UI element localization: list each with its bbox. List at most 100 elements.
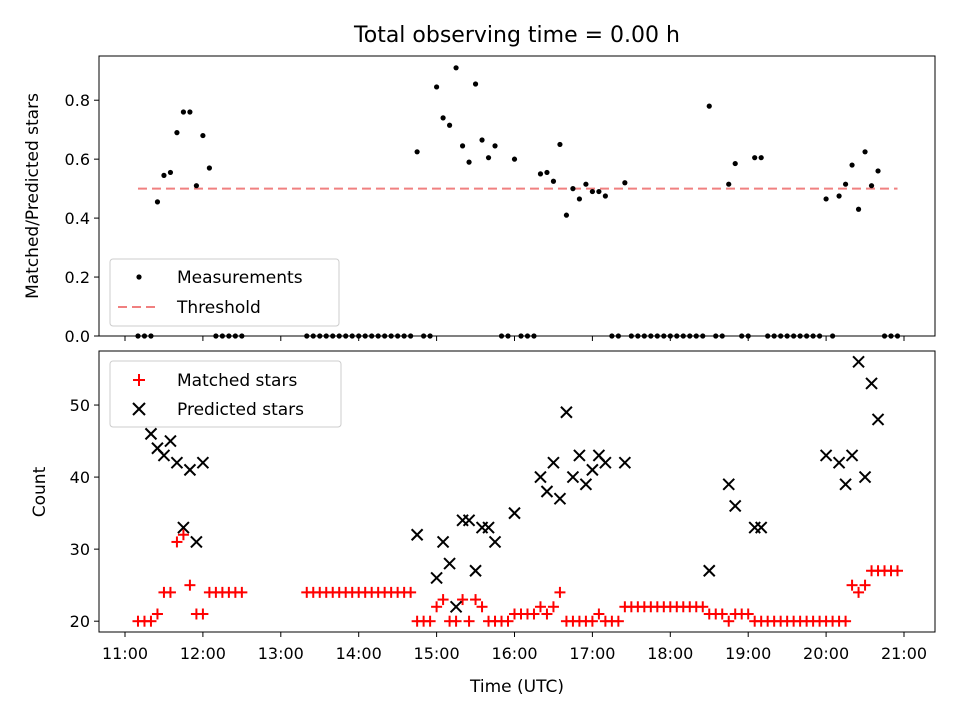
predicted-point — [170, 456, 184, 469]
matched-point — [723, 615, 735, 627]
x-axis-label: Time (UTC) — [469, 677, 564, 697]
x-tick-label: 19:00 — [725, 644, 771, 663]
measurement-point — [881, 333, 888, 339]
bottom-y-ticks: 20 30 40 50 — [70, 396, 99, 631]
measurement-point — [518, 333, 524, 339]
predicted-point — [729, 499, 742, 513]
predicted-point — [858, 470, 872, 484]
predicted-point — [190, 535, 203, 549]
x-tick-label: 12:00 — [180, 644, 226, 663]
matched-point — [171, 536, 183, 548]
matched-point — [177, 529, 189, 541]
predicted-point — [599, 456, 612, 469]
matched-point — [476, 601, 488, 613]
matched-point — [840, 615, 852, 627]
predicted-point — [618, 456, 632, 469]
measurement-points — [135, 65, 901, 339]
x-tick-label: 17:00 — [569, 644, 615, 663]
measurement-point — [141, 333, 148, 339]
measurement-point — [193, 183, 200, 189]
predicted-point — [547, 456, 560, 469]
measurement-point — [823, 196, 829, 202]
measurement-point — [855, 206, 862, 212]
legend-threshold-label: Threshold — [176, 298, 261, 318]
bottom-plot-frame — [98, 350, 936, 633]
matched-point — [424, 615, 436, 627]
measurement-point — [232, 333, 238, 339]
top-panel: 0.00.20.40.60.8 Matched/Predicted stars … — [23, 55, 936, 346]
predicted-point — [703, 564, 716, 577]
measurement-point — [726, 181, 732, 187]
matched-point — [554, 586, 566, 598]
matched-point — [846, 579, 858, 591]
legend-predicted-marker — [132, 402, 146, 416]
predicted-point — [566, 470, 580, 484]
predicted-point — [722, 478, 735, 491]
measurement-point — [719, 333, 725, 339]
predicted-point — [832, 456, 846, 469]
top-y-tick-label: 0.2 — [65, 268, 90, 287]
measurement-point — [226, 333, 232, 339]
top-y-axis-label: Matched/Predicted stars — [23, 93, 43, 299]
matched-point — [534, 601, 546, 613]
matched-point — [164, 586, 176, 598]
measurement-point — [479, 137, 485, 143]
measurement-point — [829, 333, 836, 339]
measurement-point — [706, 103, 712, 109]
measurement-point — [752, 155, 758, 161]
measurement-point — [875, 168, 881, 174]
measurement-point — [544, 169, 550, 176]
predicted-points — [144, 355, 885, 613]
measurement-point — [739, 333, 745, 339]
measurement-point — [583, 181, 589, 187]
measurement-point — [576, 196, 583, 202]
measurement-point — [868, 183, 875, 189]
measurement-point — [317, 333, 323, 339]
matched-point — [197, 608, 209, 620]
bottom-y-axis-label: Count — [30, 466, 50, 517]
matched-point — [431, 601, 443, 613]
matched-point — [470, 594, 482, 606]
predicted-point — [508, 506, 521, 520]
measurement-point — [485, 155, 492, 161]
measurement-point — [154, 199, 161, 205]
predicted-point — [436, 535, 450, 549]
matched-point — [892, 565, 904, 577]
matched-point — [502, 615, 514, 627]
predicted-point — [540, 485, 554, 498]
measurement-point — [492, 143, 498, 149]
x-tick-label: 15:00 — [414, 644, 460, 663]
matched-point — [716, 608, 728, 620]
top-y-tick-label: 0.4 — [65, 209, 90, 228]
measurement-point — [563, 212, 570, 218]
measurement-point — [304, 333, 310, 339]
bottom-y-tick-label: 30 — [70, 540, 90, 559]
measurement-point — [797, 333, 803, 339]
measurement-point — [440, 115, 446, 121]
x-tick-label: 20:00 — [803, 644, 849, 663]
measurement-point — [375, 333, 381, 339]
predicted-point — [845, 449, 859, 462]
measurement-point — [609, 333, 615, 339]
measurement-point — [713, 333, 719, 339]
measurement-point — [765, 333, 771, 339]
measurement-point — [427, 333, 433, 339]
matched-point — [437, 594, 449, 606]
matched-point — [697, 601, 709, 613]
legend-matched-marker — [133, 374, 145, 386]
matched-point — [541, 608, 553, 620]
measurement-point — [784, 333, 790, 339]
x-tick-label: 13:00 — [258, 644, 304, 663]
bottom-x-ticks: 11:00 12:00 13:00 14:00 15:00 16:00 17:00 18:00… — [102, 632, 927, 663]
measurement-point — [161, 172, 167, 178]
matched-point — [859, 579, 871, 591]
measurement-point — [369, 333, 375, 339]
predicted-point — [839, 478, 852, 491]
measurement-point — [894, 333, 901, 339]
predicted-point — [754, 521, 768, 534]
measurement-point — [434, 84, 440, 90]
predicted-point — [449, 600, 463, 613]
predicted-point — [586, 463, 599, 477]
measurement-point — [349, 333, 355, 339]
